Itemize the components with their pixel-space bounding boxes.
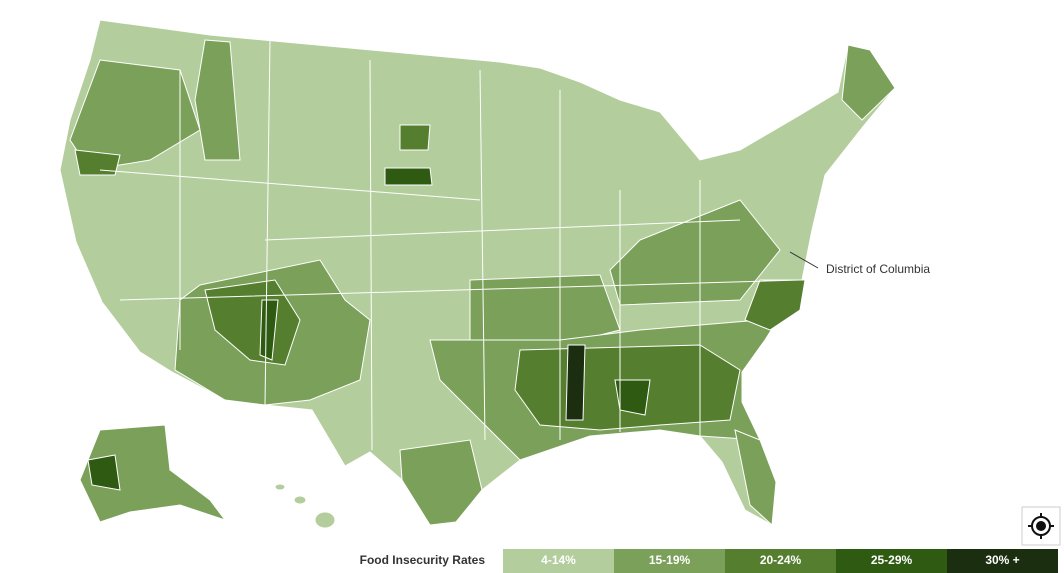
legend-swatch xyxy=(947,549,1058,573)
region-oregon xyxy=(74,149,121,176)
legend-label: 25-29% xyxy=(871,553,913,567)
legend-label: 4-14% xyxy=(541,553,576,567)
region-navajo xyxy=(259,299,279,361)
region-pine-ridge xyxy=(384,167,433,186)
hawaii xyxy=(274,483,286,491)
annotation-leader xyxy=(789,251,819,269)
region-appalachia xyxy=(609,199,781,306)
locate-icon-dot xyxy=(1036,521,1046,531)
state-lines xyxy=(99,39,801,451)
region-texas-border xyxy=(399,439,483,526)
alaska-west xyxy=(87,454,121,491)
legend: Food Insecurity Rates 4-14% 15-19% 20-24% 2… xyxy=(360,549,1058,573)
hawaii xyxy=(314,511,336,529)
legend-title: Food Insecurity Rates xyxy=(360,553,486,567)
legend-swatch xyxy=(725,549,836,573)
region-idaho xyxy=(194,39,241,161)
hawaii xyxy=(293,495,307,505)
region-maine xyxy=(841,44,896,121)
locate-button[interactable] xyxy=(1021,506,1061,546)
legend-swatch xyxy=(836,549,947,573)
map-regions xyxy=(59,19,896,529)
locate-icon-cross xyxy=(1028,513,1054,539)
region-alabama-black-belt xyxy=(614,379,651,416)
legend-label: 20-24% xyxy=(760,553,802,567)
legend-label: 15-19% xyxy=(649,553,691,567)
alaska xyxy=(79,424,227,523)
legend-swatch xyxy=(503,549,614,573)
region-delta xyxy=(565,344,586,421)
annotation: District of Columbia xyxy=(826,262,930,276)
region-florida xyxy=(734,429,777,527)
legend-swatch xyxy=(614,549,725,573)
region-dakotas xyxy=(399,124,431,151)
legend-label: 30% + xyxy=(985,553,1019,567)
